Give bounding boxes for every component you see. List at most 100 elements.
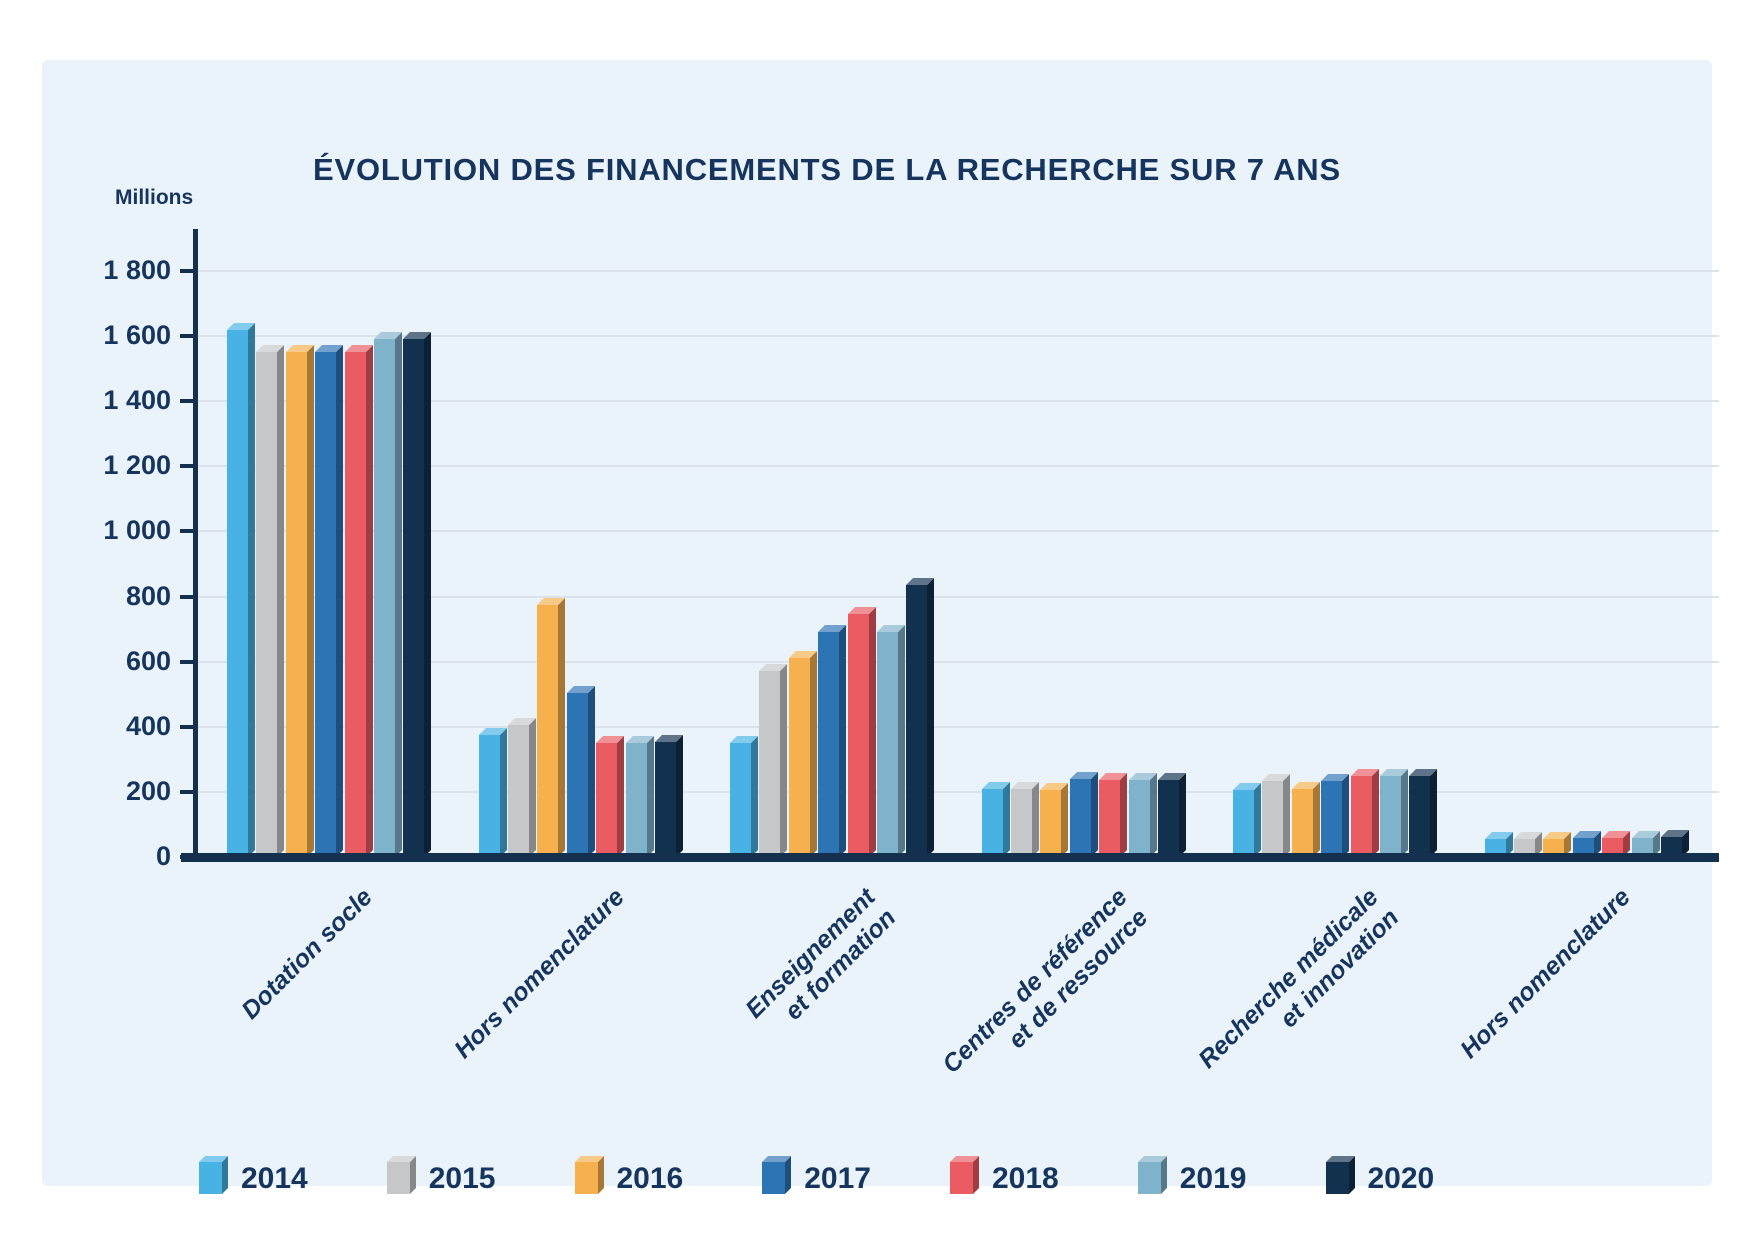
bar-2020-category-6 bbox=[1660, 830, 1689, 857]
bar-2014-category-2 bbox=[478, 727, 507, 857]
category-label-anchor: Hors nomenclature bbox=[1236, 883, 1636, 1064]
bar-2015-category-6 bbox=[1513, 832, 1542, 857]
gridline bbox=[197, 725, 1719, 728]
category-label: Dotation socle bbox=[236, 883, 379, 1025]
bar-2019-category-4 bbox=[1128, 772, 1157, 857]
y-tick-label: 1 400 bbox=[103, 385, 171, 416]
bar-front-face bbox=[1157, 779, 1179, 857]
legend-label: 2015 bbox=[428, 1162, 496, 1195]
y-tick-label: 0 bbox=[155, 841, 171, 871]
bar-side-face bbox=[528, 718, 536, 857]
bar-2020-category-5 bbox=[1409, 768, 1438, 857]
legend-swatch-2019 bbox=[1137, 1155, 1167, 1194]
bar-side-face bbox=[395, 332, 402, 857]
bar-2017-category-1 bbox=[315, 345, 344, 857]
bar-2020-category-1 bbox=[403, 332, 432, 857]
bar-front-face bbox=[877, 632, 898, 857]
bar-2019-category-1 bbox=[374, 332, 402, 857]
bar-2020-category-2 bbox=[654, 735, 683, 857]
bar-front-face bbox=[1350, 776, 1372, 857]
bar-front-face bbox=[1543, 839, 1565, 857]
legend-label: 2017 bbox=[804, 1162, 871, 1195]
category-label: Hors nomenclature bbox=[448, 883, 630, 1064]
bar-side-face bbox=[1371, 769, 1379, 857]
bar-2014-category-6 bbox=[1484, 832, 1513, 857]
bar-front-face bbox=[315, 352, 337, 857]
bar-side-face bbox=[1149, 772, 1157, 857]
bar-2018-category-3 bbox=[847, 607, 876, 857]
bar-side-face bbox=[868, 607, 876, 857]
bar-2017-category-2 bbox=[566, 685, 595, 857]
legend-item-2018: 2018 bbox=[950, 1155, 1059, 1194]
gridline bbox=[197, 335, 1719, 338]
bar-2018-category-2 bbox=[596, 736, 625, 857]
bar-side-face bbox=[839, 625, 847, 857]
legend-label: 2019 bbox=[1179, 1162, 1247, 1195]
bar-side-face bbox=[424, 332, 432, 857]
bar-side-face bbox=[898, 625, 905, 857]
y-axis-unit-label: Millions bbox=[115, 186, 194, 209]
bar-2020-category-3 bbox=[906, 578, 935, 857]
bar-front-face bbox=[403, 339, 425, 857]
legend-swatch-2016 bbox=[574, 1155, 604, 1194]
bar-front-face bbox=[227, 329, 248, 857]
legend-swatch-front bbox=[1137, 1162, 1161, 1194]
bar-front-face bbox=[654, 742, 676, 857]
y-tick-label: 1 200 bbox=[103, 450, 171, 481]
y-tick-mark bbox=[180, 789, 194, 794]
bar-side-face bbox=[617, 736, 625, 857]
bar-side-face bbox=[927, 578, 935, 857]
bar-side-face bbox=[1401, 769, 1408, 857]
y-tick-label: 200 bbox=[125, 775, 171, 806]
bar-side-face bbox=[277, 345, 285, 857]
y-tick-mark bbox=[180, 659, 194, 664]
y-tick-mark bbox=[180, 464, 194, 469]
bar-2014-category-1 bbox=[227, 322, 255, 857]
bar-side-face bbox=[336, 345, 344, 857]
y-tick-label: 400 bbox=[125, 710, 171, 741]
legend-swatch-front bbox=[1325, 1162, 1349, 1194]
legend-swatch-side bbox=[785, 1156, 792, 1194]
y-tick-label: 600 bbox=[125, 645, 171, 676]
bar-side-face bbox=[499, 727, 507, 857]
bar-side-face bbox=[1178, 772, 1186, 857]
bar-side-face bbox=[1430, 768, 1438, 857]
bar-side-face bbox=[1031, 781, 1039, 857]
bar-front-face bbox=[1262, 780, 1284, 857]
bar-front-face bbox=[1409, 775, 1431, 857]
bar-front-face bbox=[981, 788, 1003, 857]
bar-side-face bbox=[365, 345, 373, 857]
bar-front-face bbox=[818, 632, 840, 857]
bar-side-face bbox=[1283, 773, 1291, 857]
legend-label: 2018 bbox=[992, 1162, 1059, 1195]
bar-side-face bbox=[1061, 783, 1069, 857]
bar-front-face bbox=[788, 658, 810, 857]
legend-swatch-2020 bbox=[1325, 1155, 1355, 1194]
bar-side-face bbox=[809, 651, 817, 857]
bar-2015-category-4 bbox=[1010, 781, 1039, 857]
bar-front-face bbox=[1040, 790, 1062, 857]
legend: 2014 2015 2016 2017 2018 2019 2020 bbox=[199, 1155, 1434, 1194]
bar-front-face bbox=[374, 339, 395, 857]
bar-front-face bbox=[478, 734, 500, 857]
legend-swatch-side bbox=[409, 1156, 416, 1194]
bar-front-face bbox=[625, 743, 647, 857]
gridline bbox=[197, 595, 1719, 598]
bar-side-face bbox=[751, 736, 758, 857]
bar-front-face bbox=[566, 692, 588, 857]
chart-title: ÉVOLUTION DES FINANCEMENTS DE LA RECHERC… bbox=[313, 152, 1341, 187]
y-tick-mark bbox=[180, 594, 194, 599]
legend-swatch-front bbox=[950, 1162, 973, 1194]
legend-label: 2016 bbox=[616, 1162, 684, 1195]
bar-front-face bbox=[1069, 778, 1091, 857]
gridline bbox=[197, 465, 1719, 468]
legend-swatch-side bbox=[973, 1156, 979, 1194]
legend-item-2017: 2017 bbox=[762, 1155, 871, 1194]
bar-side-face bbox=[306, 345, 314, 857]
bar-2018-category-5 bbox=[1350, 769, 1379, 857]
bar-side-face bbox=[1254, 783, 1261, 857]
x-axis-line bbox=[181, 853, 1719, 862]
bar-front-face bbox=[344, 352, 366, 857]
legend-item-2016: 2016 bbox=[574, 1155, 684, 1195]
gridline bbox=[197, 270, 1719, 272]
